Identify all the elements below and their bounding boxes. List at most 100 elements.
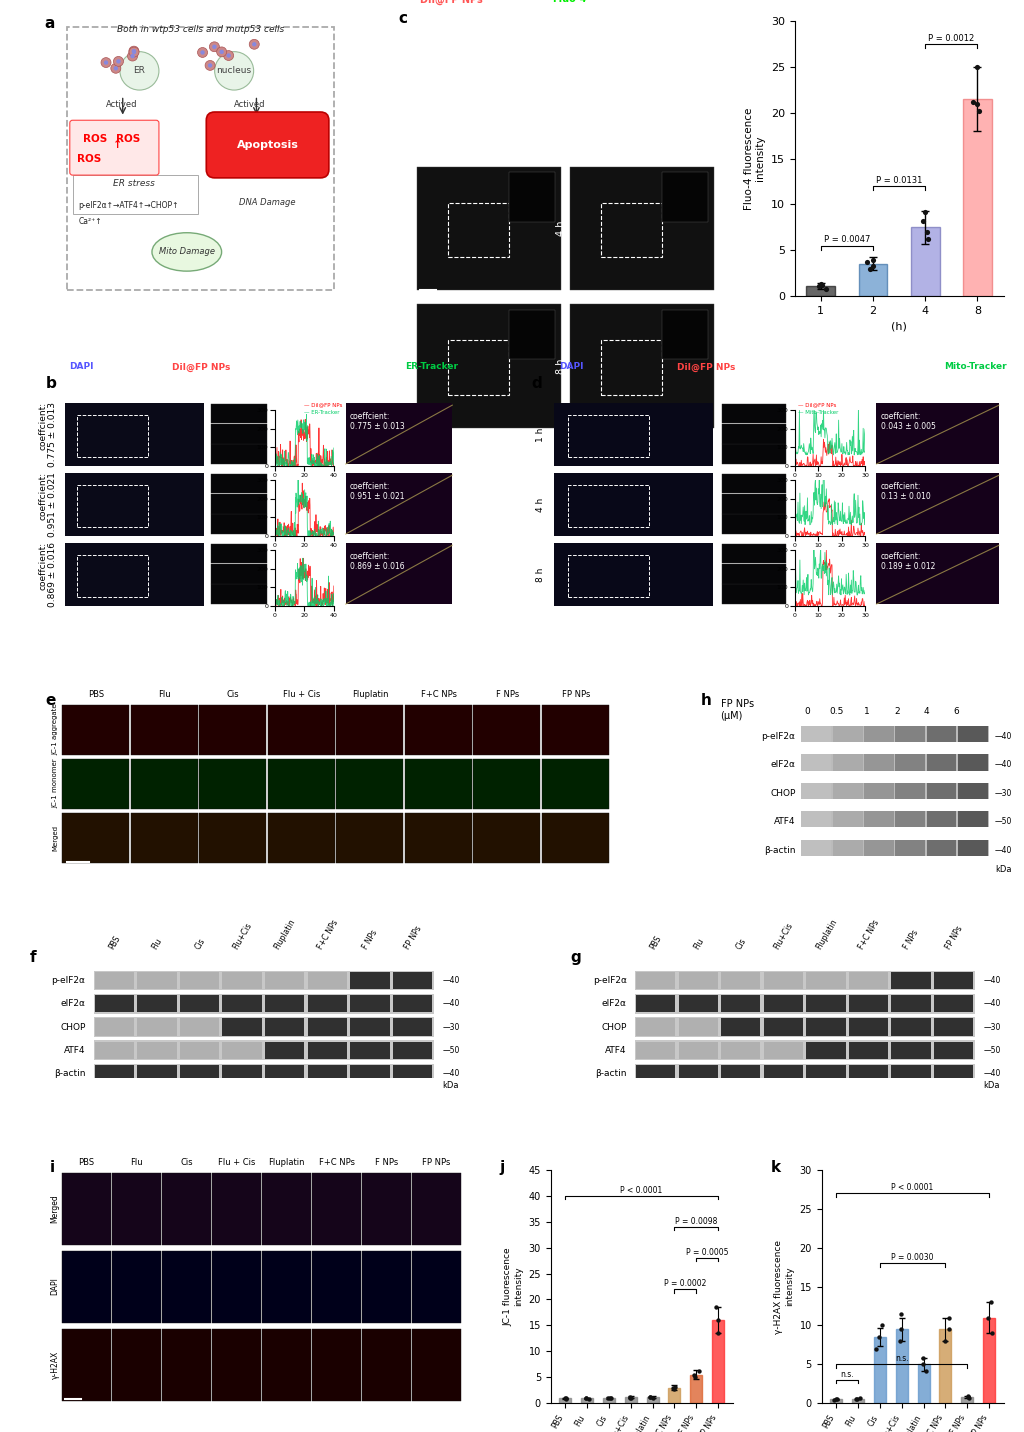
Text: F NPs: F NPs <box>375 1158 398 1167</box>
Bar <box>73 175 198 213</box>
Text: Flu + Cis: Flu + Cis <box>218 1158 255 1167</box>
Text: Flu + Cis: Flu + Cis <box>283 690 321 699</box>
Bar <box>93 994 434 1014</box>
Bar <box>222 972 262 990</box>
Text: Actived: Actived <box>106 100 137 109</box>
Bar <box>806 1018 846 1035</box>
Point <box>864 255 881 278</box>
Point <box>581 1388 597 1411</box>
Bar <box>222 1018 262 1035</box>
Text: Ca²⁺↑: Ca²⁺↑ <box>78 218 101 226</box>
Bar <box>802 783 989 799</box>
Bar <box>927 783 956 799</box>
Text: P = 0.0047: P = 0.0047 <box>823 235 870 245</box>
Bar <box>895 839 925 856</box>
Point <box>892 1317 908 1340</box>
Bar <box>895 726 925 742</box>
Point <box>941 1306 957 1329</box>
Bar <box>849 995 888 1012</box>
Bar <box>211 404 266 424</box>
Text: Merged: Merged <box>50 1194 59 1223</box>
Text: ATF4: ATF4 <box>63 1045 85 1054</box>
Bar <box>957 755 987 770</box>
Text: CHOP: CHOP <box>770 789 796 798</box>
Point <box>711 1309 727 1332</box>
Bar <box>802 726 989 742</box>
Bar <box>722 584 785 604</box>
Text: F+C NPs: F+C NPs <box>318 1158 354 1167</box>
Bar <box>957 726 987 742</box>
Point <box>690 1360 707 1383</box>
Text: n.s.: n.s. <box>895 1355 908 1363</box>
Circle shape <box>117 59 121 63</box>
Bar <box>849 1065 888 1081</box>
Point <box>558 1386 574 1409</box>
Point <box>859 251 876 274</box>
Bar <box>927 839 956 856</box>
Circle shape <box>128 52 137 62</box>
Bar <box>636 1065 675 1081</box>
Bar <box>927 811 956 828</box>
Text: ROS: ROS <box>83 135 106 145</box>
Text: eIF2α: eIF2α <box>602 1000 627 1008</box>
Text: Cis: Cis <box>194 937 207 951</box>
Text: PBS: PBS <box>648 935 664 951</box>
Bar <box>721 995 761 1012</box>
Bar <box>211 514 266 534</box>
Point <box>892 1329 908 1352</box>
Bar <box>350 1065 390 1081</box>
Text: ROS: ROS <box>77 153 101 163</box>
Text: Fluplatin: Fluplatin <box>352 690 388 699</box>
Point <box>624 1386 640 1409</box>
Bar <box>137 972 177 990</box>
Bar <box>137 1065 177 1081</box>
Point <box>961 1386 977 1409</box>
Bar <box>94 1018 134 1035</box>
Bar <box>211 544 266 563</box>
Text: —40: —40 <box>995 732 1013 740</box>
Bar <box>806 286 836 296</box>
Circle shape <box>249 39 259 49</box>
FancyBboxPatch shape <box>70 120 159 175</box>
Bar <box>393 1041 432 1058</box>
Point <box>687 1366 703 1389</box>
Point <box>983 1290 999 1313</box>
Text: 4: 4 <box>924 706 930 716</box>
Text: eIF2α: eIF2α <box>60 1000 85 1008</box>
Bar <box>957 783 987 799</box>
Text: coeffcient:
0.869 ± 0.016: coeffcient: 0.869 ± 0.016 <box>38 543 57 607</box>
Text: ER stress: ER stress <box>113 179 155 188</box>
Point <box>919 221 935 243</box>
Bar <box>222 995 262 1012</box>
Point <box>893 1302 909 1325</box>
Text: DNA Damage: DNA Damage <box>240 198 296 208</box>
Bar <box>307 995 347 1012</box>
Bar <box>393 1065 432 1081</box>
Text: P = 0.0098: P = 0.0098 <box>675 1217 718 1226</box>
Bar <box>764 1018 803 1035</box>
Bar <box>722 544 785 563</box>
Text: kDa: kDa <box>442 1081 459 1090</box>
Bar <box>895 755 925 770</box>
Bar <box>635 1041 976 1060</box>
Text: coeffcient:
0.043 ± 0.005: coeffcient: 0.043 ± 0.005 <box>881 412 936 431</box>
Text: Mito Damage: Mito Damage <box>159 248 215 256</box>
Text: DiI@FP NPs: DiI@FP NPs <box>677 362 735 371</box>
Bar <box>180 1018 219 1035</box>
Bar <box>806 995 846 1012</box>
Bar <box>679 1018 718 1035</box>
Bar <box>892 995 931 1012</box>
Text: Fluplatin: Fluplatin <box>268 1158 305 1167</box>
Text: coeffcient:
0.951 ± 0.021: coeffcient: 0.951 ± 0.021 <box>38 473 57 537</box>
Circle shape <box>252 42 256 46</box>
Text: j: j <box>500 1160 505 1176</box>
Bar <box>211 444 266 464</box>
Bar <box>927 726 956 742</box>
Text: ER: ER <box>133 66 145 76</box>
Text: 8 h: 8 h <box>536 567 545 581</box>
Bar <box>265 972 304 990</box>
Text: 1 h: 1 h <box>403 221 413 236</box>
Bar <box>350 1018 390 1035</box>
Text: p-eIF2α: p-eIF2α <box>593 977 627 985</box>
Bar <box>635 971 976 991</box>
